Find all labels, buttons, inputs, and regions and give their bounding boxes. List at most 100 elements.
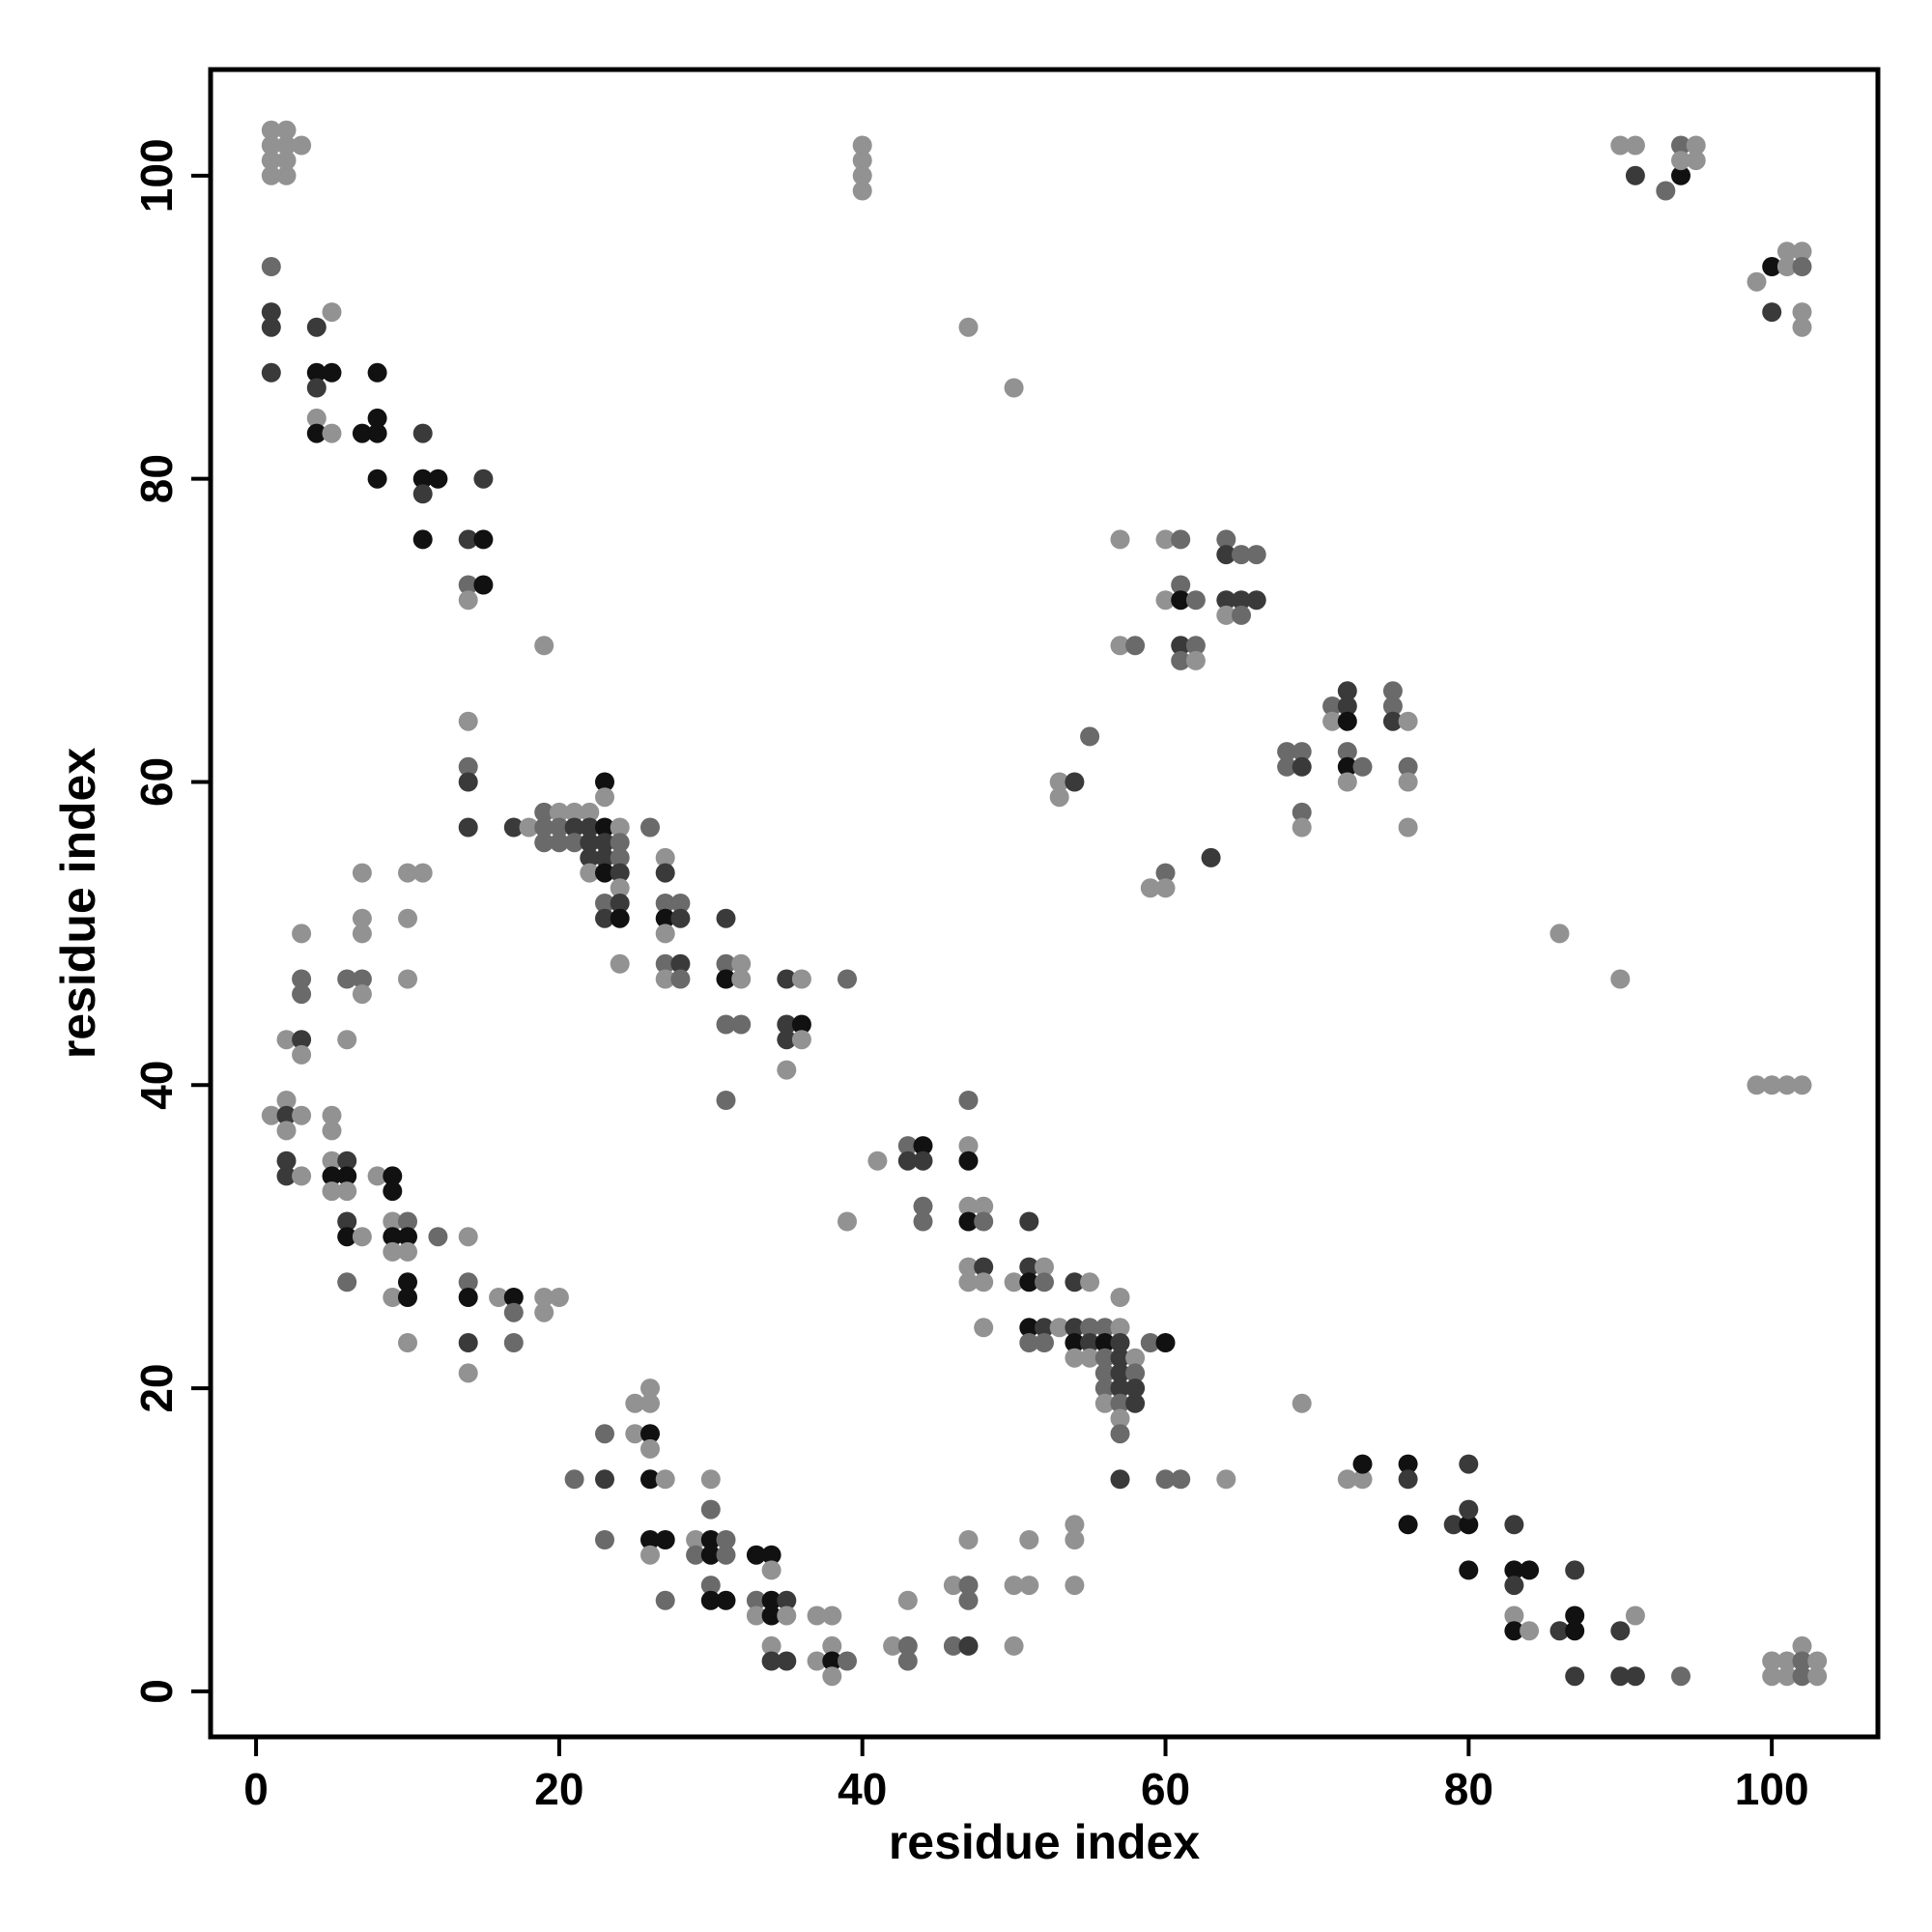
data-point xyxy=(1398,756,1418,777)
data-point xyxy=(1292,802,1312,822)
data-point xyxy=(974,1318,994,1338)
data-point xyxy=(1443,1515,1463,1535)
data-point xyxy=(610,817,630,838)
data-point xyxy=(1277,756,1297,777)
data-point xyxy=(1398,1454,1418,1474)
data-point xyxy=(503,817,524,838)
data-point xyxy=(322,423,342,443)
data-point xyxy=(974,1196,994,1216)
data-point xyxy=(1671,151,1690,171)
data-point xyxy=(1625,1666,1645,1687)
data-point xyxy=(1246,545,1266,565)
data-point xyxy=(352,1227,372,1247)
data-point xyxy=(1110,1363,1130,1383)
data-point xyxy=(746,1545,766,1565)
data-point xyxy=(640,817,660,838)
data-point xyxy=(1504,1515,1524,1535)
data-point xyxy=(974,1211,994,1232)
data-point xyxy=(1019,1530,1039,1549)
data-point xyxy=(655,847,675,867)
data-point xyxy=(306,362,327,383)
data-point xyxy=(337,1181,357,1202)
data-point xyxy=(1792,1666,1812,1687)
data-point xyxy=(1110,1333,1130,1352)
data-point xyxy=(261,257,281,276)
data-point xyxy=(731,1014,752,1035)
data-point xyxy=(822,1635,842,1656)
data-point xyxy=(1686,151,1706,171)
x-tick-label: 60 xyxy=(1141,1764,1190,1814)
data-point xyxy=(595,847,614,867)
data-point xyxy=(1610,1621,1631,1641)
data-point xyxy=(458,1288,478,1307)
data-point xyxy=(519,817,539,838)
data-point xyxy=(458,711,478,731)
data-point xyxy=(1762,1666,1782,1687)
data-point xyxy=(1792,1635,1812,1656)
data-point xyxy=(958,1091,979,1110)
data-point xyxy=(777,1060,797,1080)
data-point xyxy=(852,181,872,201)
data-point xyxy=(1065,1530,1085,1549)
data-point xyxy=(761,1590,781,1610)
data-point xyxy=(731,969,752,989)
data-point xyxy=(1094,1318,1115,1338)
data-point xyxy=(1140,1333,1160,1352)
data-point xyxy=(700,1499,721,1520)
data-point xyxy=(1125,1348,1146,1368)
data-point xyxy=(352,984,372,1005)
data-point xyxy=(595,894,614,913)
data-point xyxy=(1155,1469,1176,1490)
data-point xyxy=(261,135,281,156)
data-point xyxy=(791,969,811,989)
data-point xyxy=(1671,135,1690,156)
data-point xyxy=(398,1227,417,1247)
data-point xyxy=(595,772,614,792)
data-point xyxy=(1398,711,1418,731)
data-point xyxy=(1549,923,1570,944)
data-point xyxy=(383,1166,403,1186)
data-point xyxy=(292,984,312,1005)
data-point xyxy=(670,953,691,974)
data-point xyxy=(1155,590,1176,611)
y-tick-label: 80 xyxy=(131,454,182,503)
data-point xyxy=(458,575,478,595)
data-point xyxy=(292,969,312,989)
data-point xyxy=(564,1469,584,1490)
data-point xyxy=(367,362,387,383)
data-point xyxy=(1110,1288,1130,1307)
data-point xyxy=(1671,165,1690,185)
data-point xyxy=(580,863,600,883)
data-point xyxy=(503,1302,524,1322)
data-point xyxy=(1246,590,1266,611)
data-point xyxy=(913,1196,933,1216)
data-point xyxy=(1185,636,1206,656)
data-point xyxy=(276,120,297,140)
data-point xyxy=(1565,1605,1585,1626)
data-point xyxy=(412,469,433,489)
data-point xyxy=(761,1635,781,1656)
data-point xyxy=(1155,529,1176,550)
data-point xyxy=(292,1105,312,1125)
data-point xyxy=(549,833,569,853)
data-point xyxy=(337,1151,357,1171)
data-point xyxy=(958,1211,979,1232)
data-point xyxy=(1504,1560,1524,1580)
data-point xyxy=(261,151,281,171)
data-point xyxy=(1171,575,1191,595)
data-point xyxy=(897,1151,918,1171)
data-point xyxy=(838,1651,857,1671)
data-point xyxy=(458,529,478,550)
data-point xyxy=(1125,1378,1146,1399)
data-point xyxy=(897,1635,918,1656)
data-point xyxy=(761,1560,781,1580)
data-point xyxy=(1004,1576,1024,1596)
data-point xyxy=(1549,1621,1570,1641)
data-point xyxy=(1776,1651,1797,1671)
data-point xyxy=(1019,1576,1039,1596)
data-point xyxy=(261,317,281,337)
data-point xyxy=(1065,1333,1085,1352)
data-point xyxy=(564,817,584,838)
data-point xyxy=(838,969,857,989)
data-point xyxy=(292,1044,312,1065)
